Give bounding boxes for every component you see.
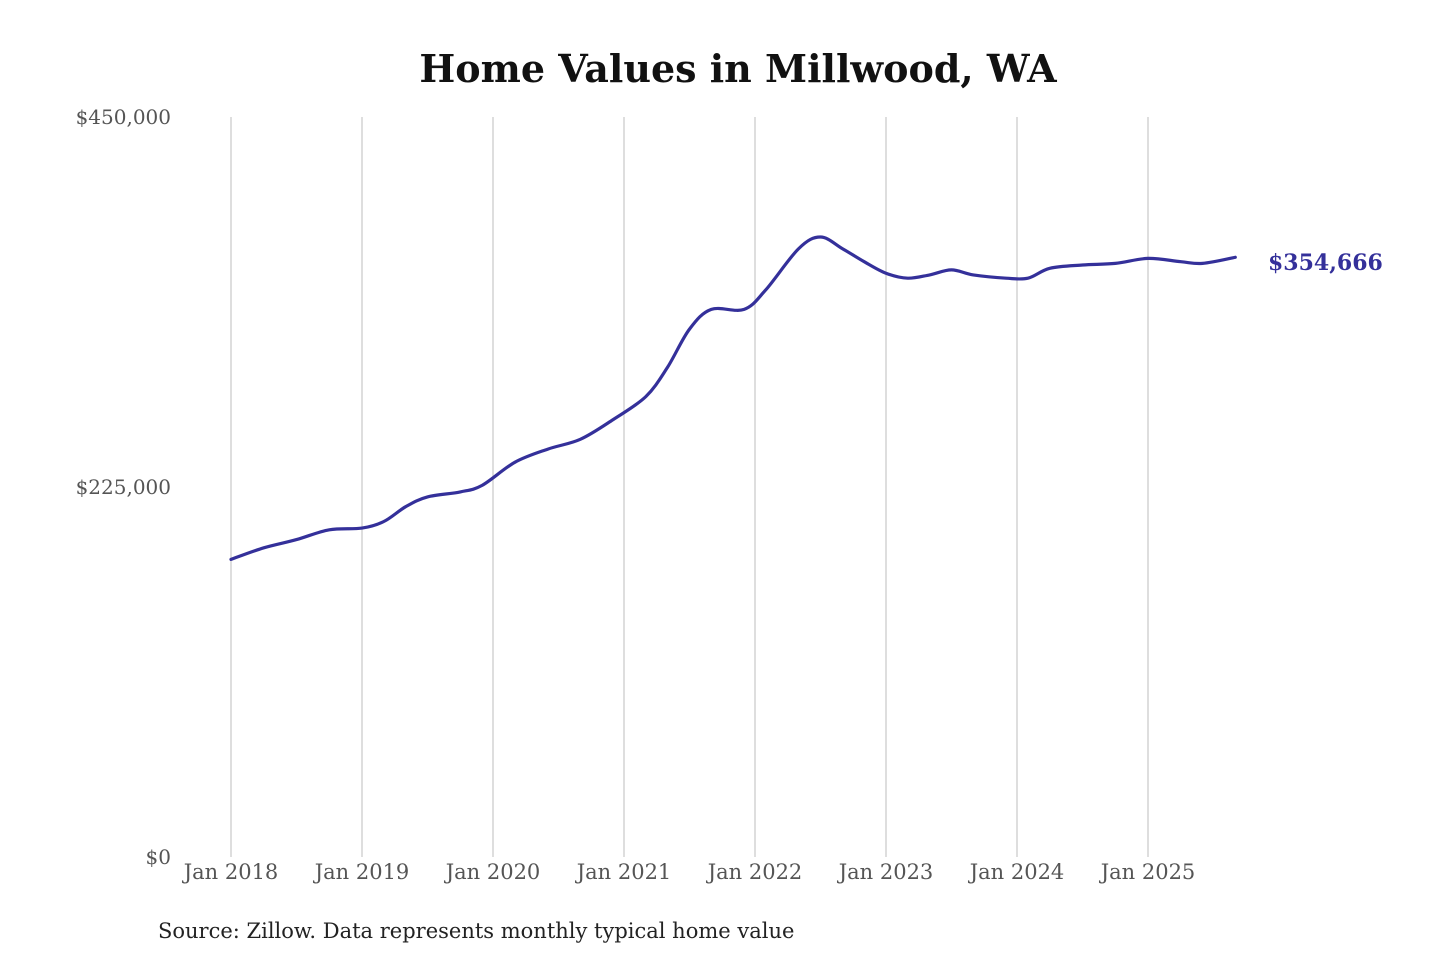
y-tick-label: $225,000 — [76, 475, 171, 499]
x-tick-label: Jan 2020 — [444, 860, 541, 884]
x-tick-label: Jan 2021 — [575, 860, 672, 884]
y-axis-ticks: $0 $225,000 $450,000 — [76, 105, 171, 869]
x-tick-label: Jan 2022 — [706, 860, 803, 884]
latest-value-label: $354,666 — [1268, 250, 1383, 276]
x-axis-ticks: Jan 2018 Jan 2019 Jan 2020 Jan 2021 Jan 2022… — [182, 860, 1196, 884]
x-tick-label: Jan 2024 — [968, 860, 1065, 884]
source-note: Source: Zillow. Data represents monthly … — [158, 919, 794, 943]
y-tick-label: $0 — [146, 845, 171, 869]
x-tick-label: Jan 2019 — [313, 860, 410, 884]
x-tick-label: Jan 2025 — [1099, 860, 1196, 884]
gridlines — [230, 117, 1149, 857]
home-value-line — [229, 235, 1237, 561]
chart-title: Home Values in Millwood, WA — [419, 46, 1057, 91]
x-tick-label: Jan 2018 — [182, 860, 279, 884]
x-tick-label: Jan 2023 — [837, 860, 934, 884]
y-tick-label: $450,000 — [76, 105, 171, 129]
